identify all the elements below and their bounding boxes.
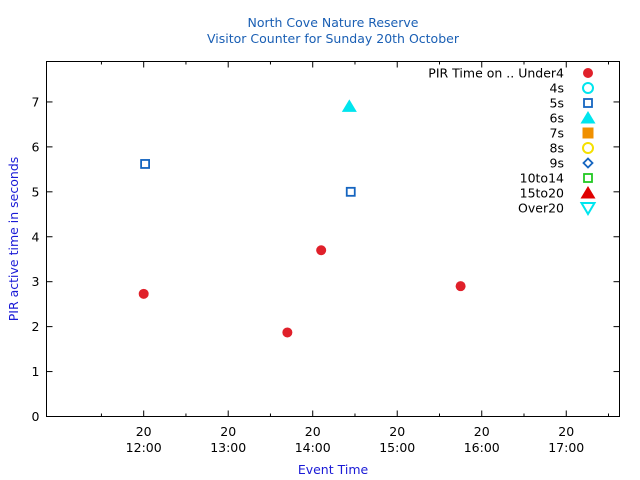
y-tick-label: 5 — [32, 184, 40, 199]
data-point — [138, 288, 149, 299]
legend-label: 9s — [550, 156, 564, 171]
y-tick-label: 2 — [32, 319, 40, 334]
legend-marker — [583, 98, 593, 108]
legend-label: 6s — [550, 111, 564, 126]
x-tick-label-time: 15:00 — [379, 440, 415, 455]
y-tick-label: 7 — [32, 94, 40, 109]
legend-label: Over20 — [518, 201, 564, 216]
x-axis: 2012:002013:002014:002015:002016:002017:… — [100, 61, 610, 455]
legend-label: 8s — [550, 141, 564, 156]
x-tick-label-day: 20 — [305, 424, 321, 439]
data-point — [282, 327, 293, 338]
y-tick-label: 4 — [32, 229, 40, 244]
legend-label: 10to14 — [520, 171, 564, 186]
chart-title-line-2: Visitor Counter for Sunday 20th October — [207, 31, 460, 46]
legend-marker — [582, 127, 594, 139]
legend-marker — [582, 82, 594, 94]
x-tick-label-day: 20 — [136, 424, 152, 439]
legend-marker — [582, 142, 594, 154]
data-point — [455, 281, 466, 292]
legend-marker — [583, 68, 593, 78]
y-tick-label: 3 — [32, 274, 40, 289]
x-tick-label-time: 13:00 — [210, 440, 246, 455]
legend-marker — [580, 111, 596, 124]
x-axis-label: Event Time — [298, 462, 369, 477]
legend: PIR Time on .. Under44s5s6s7s8s9s10to141… — [428, 66, 597, 216]
legend-label: PIR Time on .. Under4 — [428, 66, 564, 81]
data-point — [345, 186, 356, 197]
legend-marker — [580, 186, 596, 199]
data-point — [341, 99, 357, 112]
y-tick-label: 1 — [32, 364, 40, 379]
legend-label: 7s — [550, 126, 564, 141]
legend-marker — [583, 173, 593, 183]
legend-marker — [582, 157, 594, 169]
legend-label: 4s — [550, 81, 564, 96]
x-tick-label-day: 20 — [558, 424, 574, 439]
legend-label: 15to20 — [520, 186, 564, 201]
y-axis-label: PIR active time in seconds — [6, 157, 21, 322]
x-tick-label-time: 12:00 — [126, 440, 162, 455]
x-tick-label-time: 14:00 — [295, 440, 331, 455]
data-points — [138, 99, 466, 338]
legend-label: 5s — [550, 96, 564, 111]
data-point — [316, 245, 327, 256]
x-tick-label-day: 20 — [220, 424, 236, 439]
x-tick-label-day: 20 — [474, 424, 490, 439]
y-axis: 0 1 2 3 4 5 6 7 — [32, 94, 620, 424]
legend-marker — [579, 202, 597, 216]
data-point — [140, 159, 150, 169]
x-tick-label-time: 17:00 — [548, 440, 584, 455]
plot-frame — [46, 61, 620, 417]
y-tick-label: 0 — [32, 409, 40, 424]
y-tick-label: 6 — [32, 139, 40, 154]
x-tick-label-time: 16:00 — [464, 440, 500, 455]
x-tick-label-day: 20 — [389, 424, 405, 439]
chart-title-line-1: North Cove Nature Reserve — [248, 15, 419, 30]
